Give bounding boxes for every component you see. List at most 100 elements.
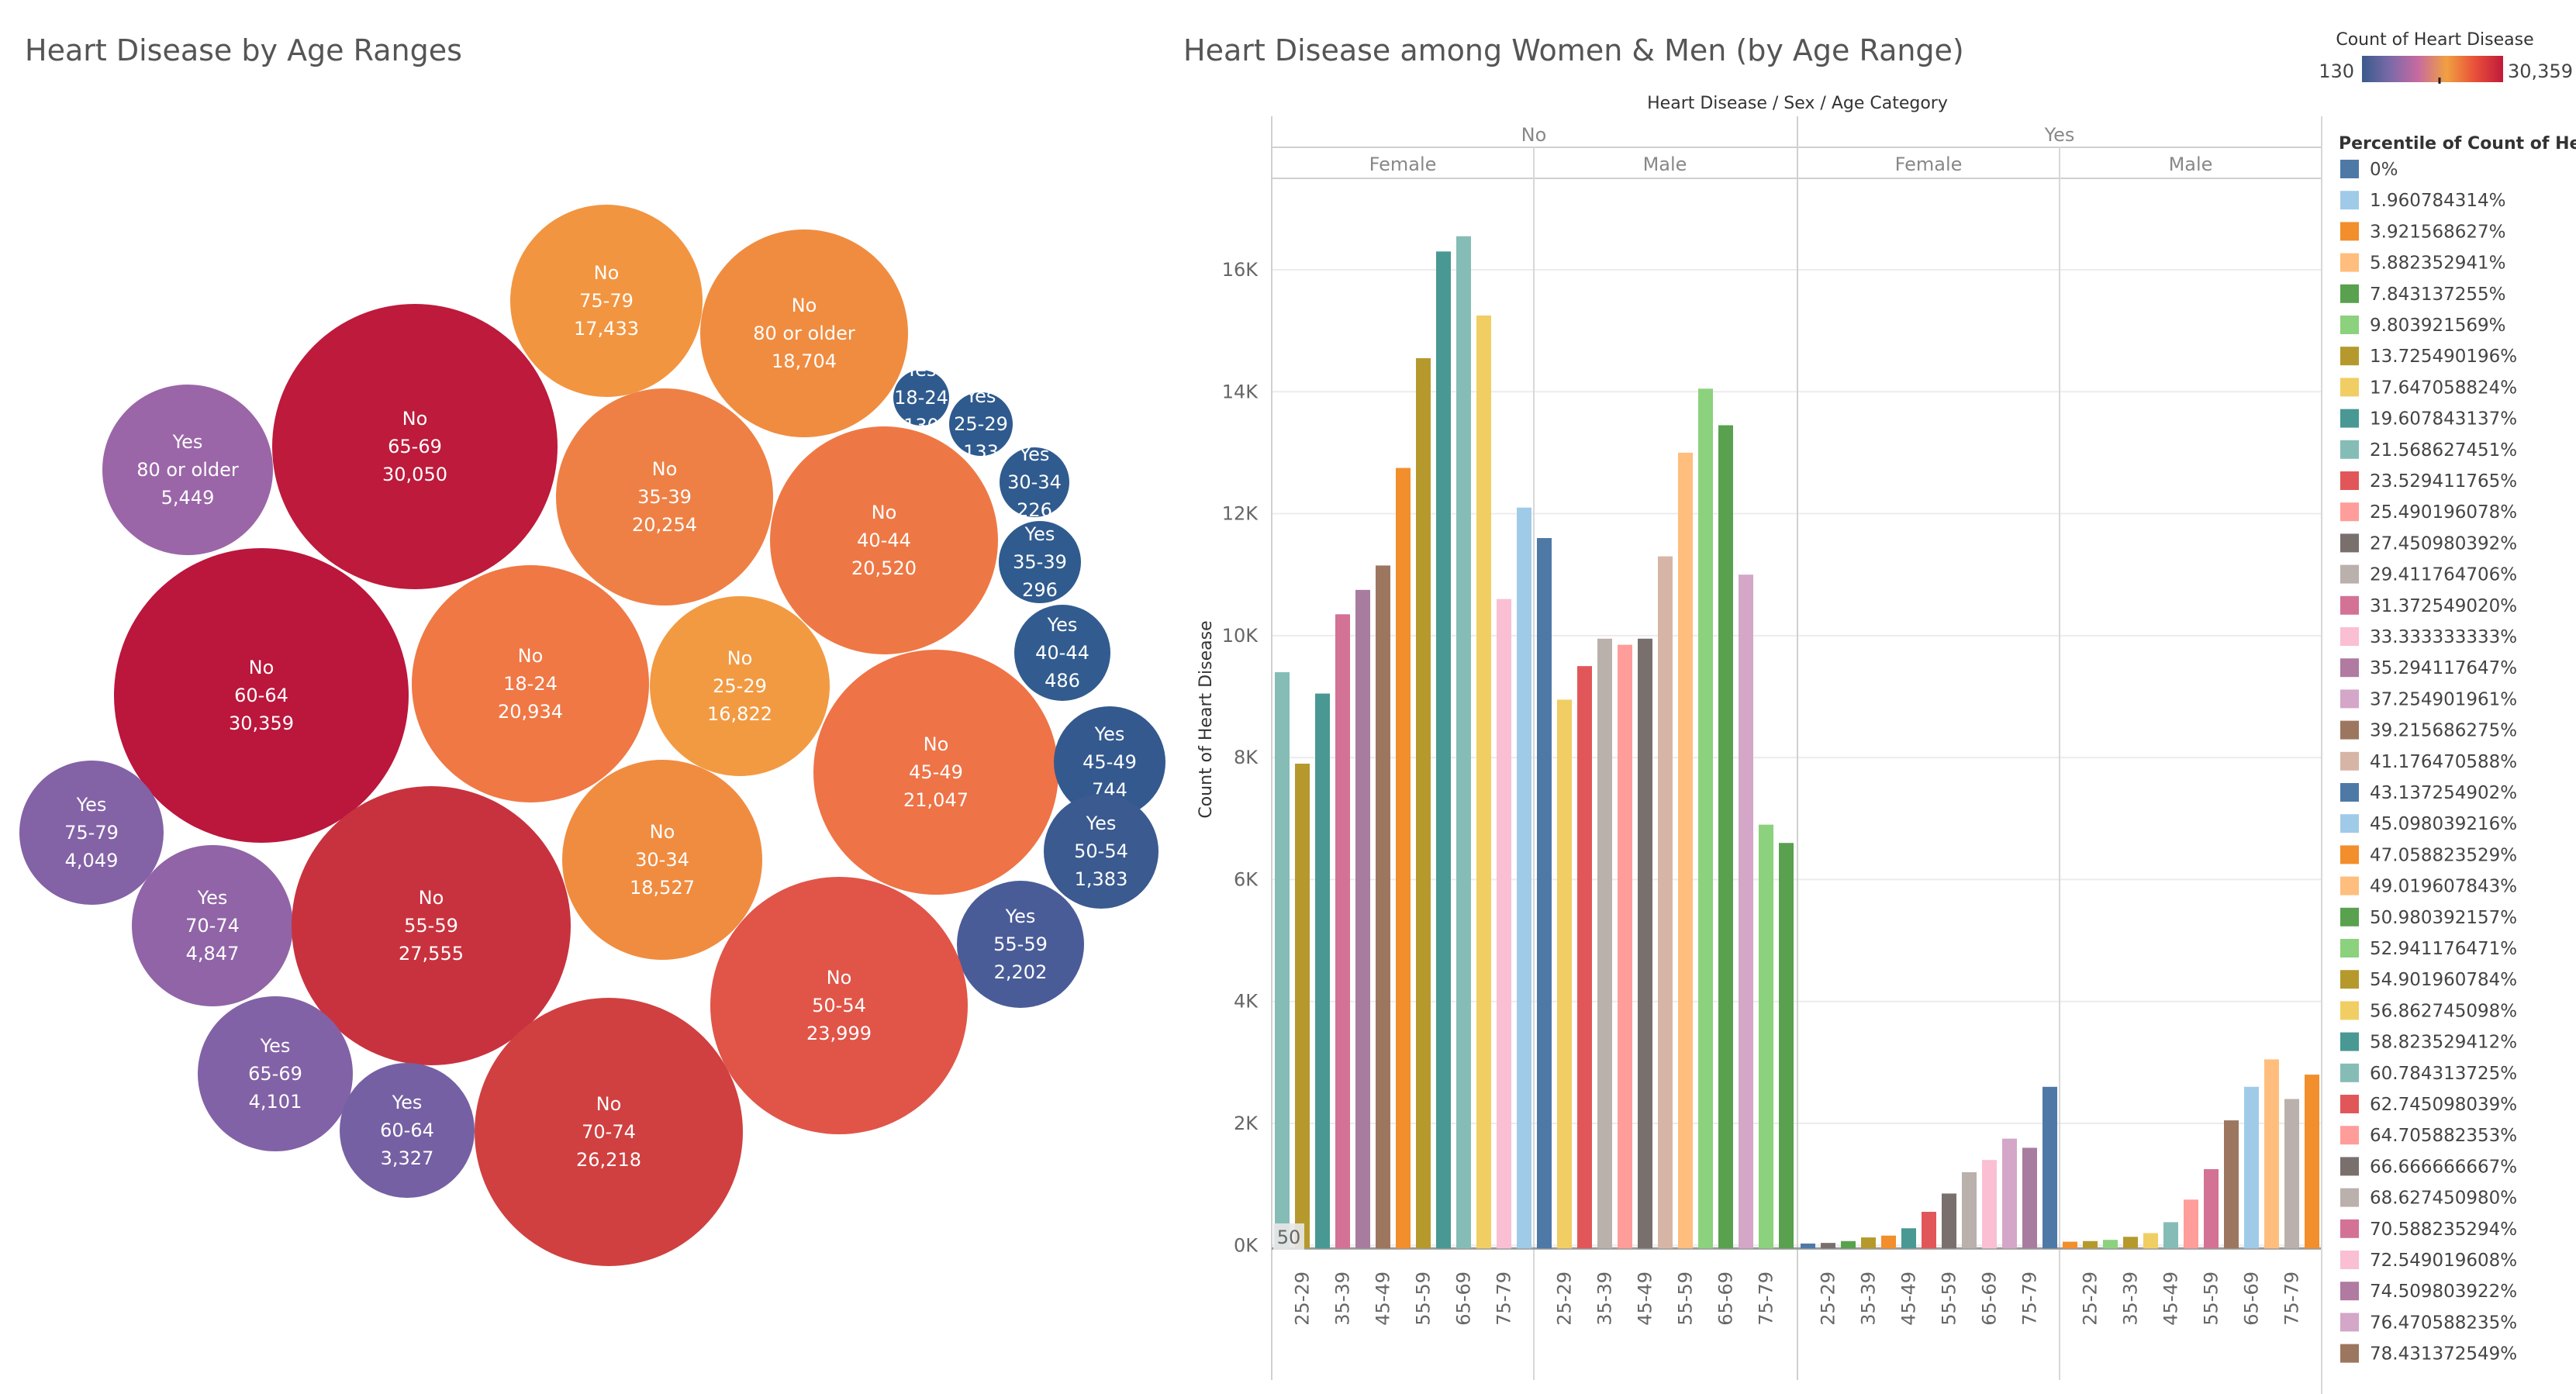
legend-item[interactable]: 41.176470588% (2340, 751, 2517, 772)
bubble-circle[interactable] (1054, 706, 1165, 818)
legend-item[interactable]: 33.333333333% (2340, 627, 2517, 647)
bar-no-male-12[interactable] (1779, 843, 1794, 1249)
bubble-no-45-49[interactable]: No 45-49 21,047 (813, 650, 1058, 895)
bar-no-female-7[interactable] (1416, 358, 1431, 1249)
bar-no-male-7[interactable] (1678, 452, 1693, 1249)
legend-item[interactable]: 3.921568627% (2340, 222, 2506, 242)
legend-item[interactable]: 68.627450980% (2340, 1188, 2517, 1209)
bar-yes-female-9[interactable] (1982, 1160, 1997, 1249)
bubble-circle[interactable] (412, 565, 649, 802)
bar-yes-male-3[interactable] (2123, 1237, 2138, 1249)
legend-item[interactable]: 29.411764706% (2340, 564, 2517, 585)
bubble-circle[interactable] (710, 877, 968, 1134)
bubble-circle[interactable] (957, 881, 1084, 1008)
bubble-circle[interactable] (562, 760, 762, 960)
bubble-yes-75-79[interactable]: Yes 75-79 4,049 (19, 761, 164, 905)
legend-item[interactable]: 37.254901961% (2340, 689, 2517, 709)
bubble-circle[interactable] (1044, 794, 1159, 909)
bubble-yes-25-29[interactable]: Yes 25-29 133 (949, 385, 1013, 463)
bar-no-male-2[interactable] (1577, 666, 1592, 1249)
bubble-no-35-39[interactable]: No 35-39 20,254 (556, 388, 773, 606)
bar-no-female-9[interactable] (1456, 236, 1471, 1249)
bubble-no-18-24[interactable]: No 18-24 20,934 (412, 565, 649, 802)
legend-item[interactable]: 35.294117647% (2340, 658, 2517, 678)
bubble-circle[interactable] (19, 761, 164, 905)
bar-yes-female-10[interactable] (2002, 1138, 2017, 1249)
bubble-yes-65-69[interactable]: Yes 65-69 4,101 (198, 996, 353, 1151)
bubble-circle[interactable] (475, 998, 743, 1266)
bubble-no-60-64[interactable]: No 60-64 30,359 (114, 548, 409, 843)
bubble-no-25-29[interactable]: No 25-29 16,822 (650, 596, 830, 776)
bubble-yes-35-39[interactable]: Yes 35-39 296 (999, 521, 1081, 603)
bubble-circle[interactable] (510, 205, 703, 397)
legend-item[interactable]: 74.509803922% (2340, 1282, 2517, 1302)
legend-item[interactable]: 27.450980392% (2340, 533, 2517, 554)
bubble-yes-55-59[interactable]: Yes 55-59 2,202 (957, 881, 1084, 1008)
bar-yes-female-2[interactable] (1841, 1240, 1856, 1249)
legend-item[interactable]: 45.098039216% (2340, 814, 2517, 834)
bar-yes-female-6[interactable] (1922, 1212, 1936, 1249)
legend-item[interactable]: 54.901960784% (2340, 970, 2517, 990)
bar-yes-male-11[interactable] (2284, 1099, 2299, 1249)
bar-yes-male-8[interactable] (2224, 1120, 2239, 1249)
bubble-yes-40-44[interactable]: Yes 40-44 486 (1014, 605, 1110, 701)
bar-yes-male-9[interactable] (2244, 1086, 2259, 1249)
legend-item[interactable]: 7.843137255% (2340, 284, 2506, 305)
legend-item[interactable]: 58.823529412% (2340, 1032, 2517, 1053)
bar-yes-male-7[interactable] (2204, 1168, 2219, 1249)
legend-item[interactable]: 13.725490196% (2340, 347, 2517, 367)
bubble-circle[interactable] (813, 650, 1058, 895)
bar-no-female-6[interactable] (1396, 468, 1411, 1249)
bubble-circle[interactable] (114, 548, 409, 843)
bar-no-male-0[interactable] (1537, 538, 1552, 1249)
legend-item[interactable]: 72.549019608% (2340, 1251, 2517, 1271)
bar-no-female-5[interactable] (1376, 565, 1390, 1249)
bubble-no-50-54[interactable]: No 50-54 23,999 (710, 877, 968, 1134)
bar-no-female-4[interactable] (1355, 589, 1370, 1249)
bubble-yes-50-54[interactable]: Yes 50-54 1,383 (1044, 794, 1159, 909)
bubble-circle[interactable] (770, 426, 998, 654)
bar-yes-male-2[interactable] (2103, 1240, 2118, 1249)
bar-yes-female-4[interactable] (1881, 1235, 1896, 1249)
bubble-no-75-79[interactable]: No 75-79 17,433 (510, 205, 703, 397)
legend-item[interactable]: 21.568627451% (2340, 440, 2517, 461)
bubble-circle[interactable] (340, 1063, 475, 1198)
bar-no-female-2[interactable] (1315, 693, 1330, 1249)
legend-item[interactable]: 66.666666667% (2340, 1157, 2517, 1177)
bar-no-male-3[interactable] (1597, 638, 1612, 1249)
bubble-circle[interactable] (272, 304, 558, 589)
legend-item[interactable]: 70.588235294% (2340, 1219, 2517, 1240)
bar-no-male-8[interactable] (1698, 388, 1713, 1249)
bar-no-male-11[interactable] (1759, 824, 1773, 1249)
bar-no-female-3[interactable] (1335, 614, 1350, 1249)
bar-yes-female-0[interactable] (1801, 1243, 1815, 1249)
legend-item[interactable]: 17.647058824% (2340, 378, 2517, 398)
bubble-circle[interactable] (292, 786, 571, 1065)
legend-item[interactable]: 50.980392157% (2340, 907, 2517, 928)
bubble-circle[interactable] (893, 370, 949, 426)
bar-yes-female-11[interactable] (2022, 1147, 2037, 1249)
legend-item[interactable]: 78.431372549% (2340, 1344, 2517, 1365)
bar-yes-male-6[interactable] (2184, 1199, 2198, 1249)
bar-yes-male-5[interactable] (2163, 1222, 2178, 1249)
bubble-no-30-34[interactable]: No 30-34 18,527 (562, 760, 762, 960)
bar-no-female-1[interactable] (1295, 763, 1310, 1249)
bubble-no-55-59[interactable]: No 55-59 27,555 (292, 786, 571, 1065)
legend-item[interactable]: 64.705882353% (2340, 1126, 2517, 1146)
bubble-no-70-74[interactable]: No 70-74 26,218 (475, 998, 743, 1266)
bubble-circle[interactable] (132, 845, 293, 1006)
bar-no-female-10[interactable] (1476, 315, 1491, 1249)
bubble-no-65-69[interactable]: No 65-69 30,050 (272, 304, 558, 589)
bubble-yes-80-or-older[interactable]: Yes 80 or older 5,449 (102, 385, 273, 555)
legend-item[interactable]: 52.941176471% (2340, 939, 2517, 959)
bar-no-female-11[interactable] (1497, 599, 1511, 1249)
legend-item[interactable]: 39.215686275% (2340, 720, 2517, 741)
bubble-yes-30-34[interactable]: Yes 30-34 226 (1000, 443, 1069, 521)
legend-item[interactable]: 31.372549020% (2340, 595, 2517, 616)
legend-item[interactable]: 1.960784314% (2340, 191, 2506, 211)
bubble-circle[interactable] (650, 596, 830, 776)
bubble-circle[interactable] (198, 996, 353, 1151)
legend-item[interactable]: 60.784313725% (2340, 1063, 2517, 1084)
